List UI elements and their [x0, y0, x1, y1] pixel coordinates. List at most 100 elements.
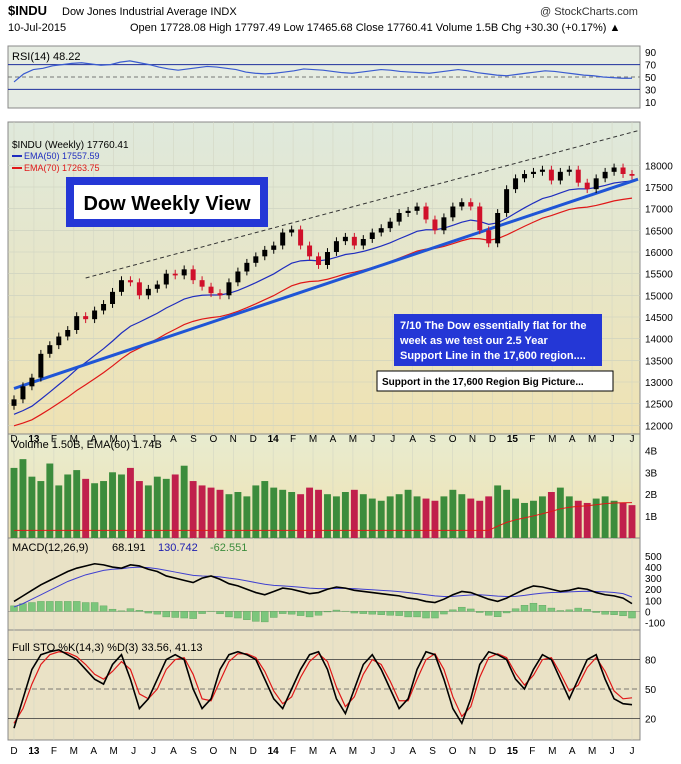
x-tick-bottom: J — [630, 746, 635, 757]
price-bar-body — [620, 167, 626, 174]
macd-histogram-bar — [72, 601, 81, 612]
macd-histogram-bar — [395, 611, 403, 616]
macd-panel — [7, 537, 641, 631]
rsi-tick: 30 — [645, 85, 657, 96]
price-bar-body — [29, 377, 35, 387]
x-tick-bottom: A — [170, 746, 177, 757]
macd-histogram-bar — [305, 611, 314, 618]
price-bar-body — [226, 282, 232, 296]
volume-bar — [530, 500, 537, 538]
header-symbol: $INDU — [8, 3, 47, 18]
macd-histogram-bar — [171, 611, 179, 618]
x-tick-bottom: M — [349, 746, 357, 757]
x-tick-bottom: J — [151, 746, 156, 757]
price-bar-body — [513, 178, 519, 190]
macd-histogram-bar — [547, 607, 556, 612]
x-tick-bottom: 13 — [28, 746, 40, 757]
header-brand: @ StockCharts.com — [540, 6, 638, 18]
price-bar-body — [110, 291, 116, 304]
x-tick-top: M — [349, 434, 357, 445]
macd-histogram-bar — [449, 609, 457, 612]
macd-histogram-bar — [386, 611, 394, 616]
price-bar-body — [190, 269, 196, 281]
macd-histogram-bar — [610, 611, 618, 615]
x-tick-bottom: M — [548, 746, 556, 757]
price-bar-body — [450, 206, 456, 218]
price-bar-body — [118, 280, 124, 292]
volume-bar — [37, 481, 45, 538]
x-tick-top: A — [90, 434, 97, 445]
macd-histogram-bar — [520, 605, 529, 612]
macd-histogram-bar — [198, 611, 206, 614]
axis-labels: 9070503010180001750017000165001600015500… — [10, 48, 673, 757]
price-bar-body — [441, 217, 447, 231]
volume-bar — [556, 487, 564, 538]
price-bar-body — [477, 206, 483, 231]
macd-histogram-bar — [493, 611, 502, 617]
price-bar-body — [522, 174, 528, 179]
macd-value: 68.191 — [112, 542, 146, 554]
x-tick-bottom: F — [51, 746, 57, 757]
macd-histogram-bar — [413, 611, 421, 618]
volume-ema-line — [14, 502, 633, 531]
price-bar-body — [298, 229, 304, 246]
price-bar-body — [566, 169, 572, 172]
macd-histogram-bar — [404, 611, 412, 618]
x-tick-top: D — [489, 434, 496, 445]
volume-bar — [395, 494, 403, 538]
price-bar-body — [333, 241, 339, 252]
price-bar-body — [280, 232, 286, 246]
macd-label: MACD(12,26,9) — [12, 542, 88, 554]
volume-bar — [126, 467, 134, 538]
macd-signal-line — [13, 566, 633, 608]
x-tick-bottom: J — [610, 746, 615, 757]
x-tick-top: A — [569, 434, 576, 445]
header-quote: Open 17728.08 High 17797.49 Low 17465.68… — [130, 22, 620, 34]
macd-histogram-bar — [467, 608, 475, 612]
price-bar-body — [47, 345, 53, 354]
macd-histogram-bar — [261, 611, 269, 623]
volume-bar — [413, 496, 421, 538]
x-tick-top: A — [170, 434, 177, 445]
rsi-tick: 10 — [645, 98, 657, 109]
volume-bar — [270, 487, 278, 538]
macd-histogram-bar — [368, 611, 376, 615]
price-bar-body — [611, 167, 617, 172]
macd-histogram-bar — [332, 609, 341, 612]
macd-histogram-bar — [484, 611, 493, 616]
volume-bar — [422, 498, 430, 538]
macd-histogram-bar — [583, 609, 591, 612]
macd-histogram-bar — [422, 611, 430, 619]
macd-histogram-bar — [314, 611, 323, 616]
volume-bar — [55, 485, 63, 538]
volume-bar — [494, 485, 502, 538]
support-trend-line — [13, 177, 639, 390]
volume-bar — [476, 500, 484, 538]
macd-histogram-bar — [216, 611, 224, 615]
resistance-line — [85, 130, 639, 279]
price-bar-body — [172, 273, 178, 276]
price-bar-body — [253, 256, 259, 263]
gridlines — [8, 64, 640, 740]
macd-line — [13, 562, 633, 605]
x-tick-bottom: D — [250, 746, 257, 757]
price-bar-body — [154, 284, 160, 289]
note-box — [394, 314, 602, 366]
macd-histogram-bar — [350, 611, 359, 614]
volume-bar — [279, 489, 287, 538]
x-tick-bottom: J — [370, 746, 375, 757]
x-tick-top: J — [370, 434, 375, 445]
x-tick-top: N — [469, 434, 476, 445]
macd-tick: -100 — [645, 618, 665, 629]
price-bar-body — [235, 271, 241, 283]
price-bar-body — [486, 230, 492, 244]
x-tick-top: S — [429, 434, 436, 445]
macd-histogram-bar — [135, 610, 144, 612]
volume-bar — [100, 481, 108, 538]
price-tick: 13000 — [645, 378, 673, 389]
x-tick-bottom: J — [390, 746, 395, 757]
price-bar-body — [145, 288, 151, 296]
histogram-value: -62.551 — [210, 542, 247, 554]
x-tick-bottom: M — [110, 746, 118, 757]
macd-histogram-bar — [619, 611, 627, 617]
